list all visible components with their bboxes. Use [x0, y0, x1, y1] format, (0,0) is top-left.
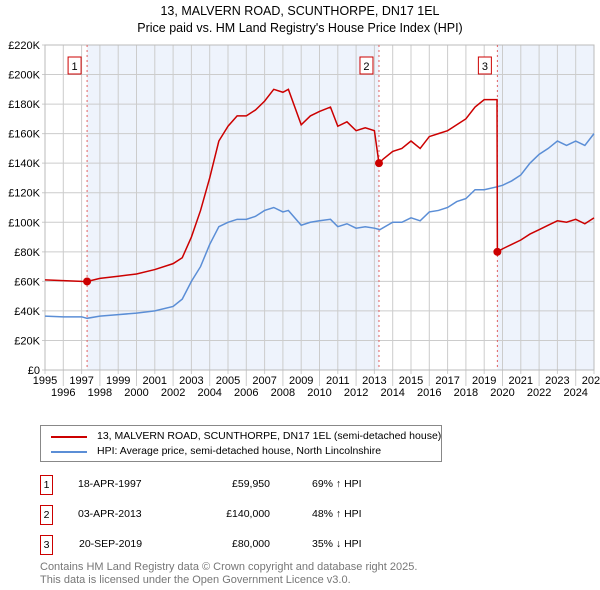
x-tick-label: 1995 — [33, 375, 57, 387]
plot-border — [44, 44, 595, 371]
y-tick-label: £40K — [14, 306, 40, 318]
x-tick-label: 2014 — [380, 387, 404, 399]
chart-title: 13, MALVERN ROAD, SCUNTHORPE, DN17 1EL — [160, 4, 440, 18]
x-tick-label: 2015 — [399, 375, 423, 387]
date: 03-APR-2013 — [78, 508, 142, 520]
sale-label: 3 — [482, 61, 488, 73]
x-tick-label: 2008 — [271, 387, 295, 399]
x-tick-label: 2002 — [161, 387, 185, 399]
x-tick-label: 2023 — [545, 375, 569, 387]
x-tick-label: 2022 — [527, 387, 551, 399]
chart-subtitle: Price paid vs. HM Land Registry's House … — [137, 21, 463, 35]
x-tick-label: 2017 — [435, 375, 459, 387]
marker-badge: 1 — [40, 475, 53, 495]
transaction-row: 3 20-SEP-2019 £80,000 35% ↓ HPI — [40, 535, 440, 555]
x-tick-label: 1998 — [88, 387, 112, 399]
x-tick-label: 2018 — [454, 387, 478, 399]
sale-label: 2 — [363, 61, 369, 73]
y-tick-label: £120K — [8, 188, 40, 200]
legend: 13, MALVERN ROAD, SCUNTHORPE, DN17 1EL (… — [40, 425, 442, 462]
date: 20-SEP-2019 — [79, 538, 143, 550]
x-tick-label: 1997 — [69, 375, 93, 387]
sale-label-box — [477, 56, 492, 75]
hpi-diff: 69% ↑ HPI — [312, 478, 362, 490]
sale-label-box — [67, 56, 82, 75]
x-tick-label: 2019 — [472, 375, 496, 387]
price-paid-line — [44, 88, 595, 283]
y-tick-label: £60K — [14, 276, 40, 288]
transaction-row: 2 03-APR-2013 £140,000 48% ↑ HPI — [40, 505, 440, 525]
y-tick-label: £160K — [8, 129, 40, 141]
x-tick-label: 2016 — [417, 387, 441, 399]
footer-copyright: Contains HM Land Registry data © Crown c… — [40, 561, 418, 573]
x-tick-label: 2021 — [509, 375, 533, 387]
sale-label-box — [359, 56, 374, 75]
x-tick-label: 2000 — [124, 387, 148, 399]
x-tick-label: 2006 — [234, 387, 258, 399]
x-tick-label: 2024 — [563, 387, 587, 399]
transaction-row: 1 18-APR-1997 £59,950 69% ↑ HPI — [40, 475, 440, 495]
sale-point — [374, 159, 383, 168]
x-tick-label: 1999 — [106, 375, 130, 387]
marker-badge: 2 — [40, 505, 53, 525]
hpi-line — [44, 133, 595, 320]
x-tick-label: 1996 — [51, 387, 75, 399]
y-tick-label: £0 — [28, 365, 40, 377]
hpi-diff: 35% ↓ HPI — [312, 538, 362, 550]
x-tick-label: 2025 — [582, 375, 600, 387]
shaded-period — [87, 45, 379, 370]
legend-red-line — [51, 435, 87, 438]
price: £140,000 — [226, 508, 270, 520]
x-tick-label: 2001 — [143, 375, 167, 387]
y-tick-label: £140K — [8, 158, 40, 170]
x-tick-label: 2020 — [490, 387, 514, 399]
x-tick-label: 2011 — [326, 375, 350, 387]
sale-point — [493, 247, 502, 256]
x-tick-label: 2004 — [197, 387, 221, 399]
legend-hpi: HPI: Average price, semi-detached house,… — [97, 445, 382, 457]
sale-point — [83, 277, 92, 286]
y-tick-label: £180K — [8, 99, 40, 111]
x-tick-label: 2003 — [179, 375, 203, 387]
price: £80,000 — [232, 538, 270, 550]
x-tick-label: 2013 — [362, 375, 386, 387]
y-tick-label: £100K — [8, 217, 40, 229]
marker-badge: 3 — [40, 535, 53, 555]
x-tick-label: 2007 — [252, 375, 276, 387]
x-tick-label: 2012 — [344, 387, 368, 399]
footer-licence: This data is licensed under the Open Gov… — [40, 574, 351, 586]
x-tick-label: 2005 — [216, 375, 240, 387]
date: 18-APR-1997 — [78, 478, 142, 490]
x-tick-label: 2009 — [289, 375, 313, 387]
y-tick-label: £20K — [14, 335, 40, 347]
x-tick-label: 2010 — [307, 387, 331, 399]
y-tick-label: £80K — [14, 247, 40, 259]
footer: Contains HM Land Registry data © Crown c… — [40, 561, 417, 587]
y-tick-label: £220K — [8, 40, 40, 52]
price: £59,950 — [232, 478, 270, 490]
y-tick-label: £200K — [8, 70, 40, 82]
hpi-diff: 48% ↑ HPI — [312, 508, 362, 520]
legend-property: 13, MALVERN ROAD, SCUNTHORPE, DN17 1EL (… — [97, 430, 442, 442]
price-chart: 1995199619971998199920002001200220032004… — [8, 40, 600, 399]
shaded-period — [497, 45, 594, 370]
sale-label: 1 — [72, 61, 78, 73]
legend-blue-line — [51, 450, 87, 453]
